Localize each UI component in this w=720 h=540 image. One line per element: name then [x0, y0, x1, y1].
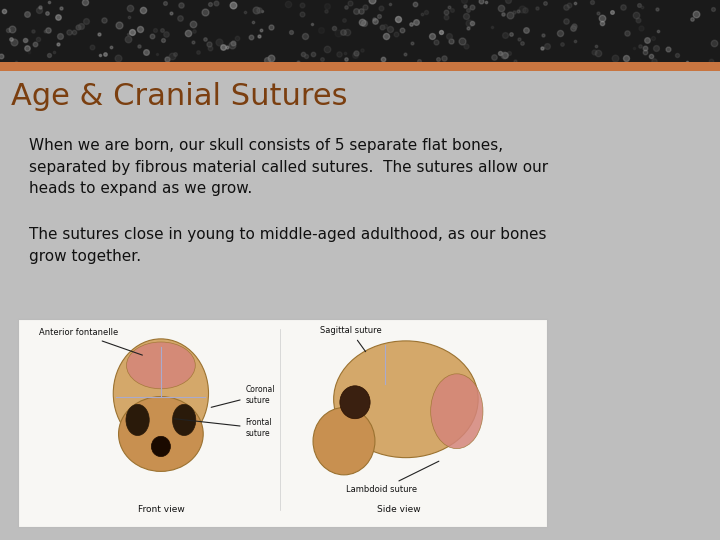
Text: Front view: Front view — [138, 505, 184, 514]
Ellipse shape — [431, 374, 483, 449]
Text: The sutures close in young to middle-aged adulthood, as our bones
grow together.: The sutures close in young to middle-age… — [29, 227, 546, 264]
Text: Side view: Side view — [377, 505, 420, 514]
Text: Lambdoid suture: Lambdoid suture — [346, 461, 439, 494]
Ellipse shape — [313, 408, 375, 475]
Ellipse shape — [119, 396, 203, 471]
Bar — [0, 0, 720, 62]
Ellipse shape — [113, 339, 209, 448]
Ellipse shape — [333, 341, 478, 457]
Text: Coronal
suture: Coronal suture — [211, 385, 275, 407]
Ellipse shape — [126, 404, 149, 436]
Text: Frontal
suture: Frontal suture — [174, 418, 272, 438]
Ellipse shape — [173, 404, 196, 436]
Text: Age & Cranial Sutures: Age & Cranial Sutures — [11, 82, 347, 111]
Bar — [0, 62, 720, 71]
Ellipse shape — [127, 342, 195, 389]
Text: Sagittal suture: Sagittal suture — [320, 326, 382, 352]
Text: When we are born, our skull consists of 5 separate flat bones,
separated by fibr: When we are born, our skull consists of … — [29, 138, 548, 197]
Bar — [0, 71, 720, 540]
Ellipse shape — [340, 386, 370, 418]
Text: Anterior fontanelle: Anterior fontanelle — [39, 328, 143, 355]
Ellipse shape — [151, 436, 171, 457]
Bar — [18, 319, 547, 526]
